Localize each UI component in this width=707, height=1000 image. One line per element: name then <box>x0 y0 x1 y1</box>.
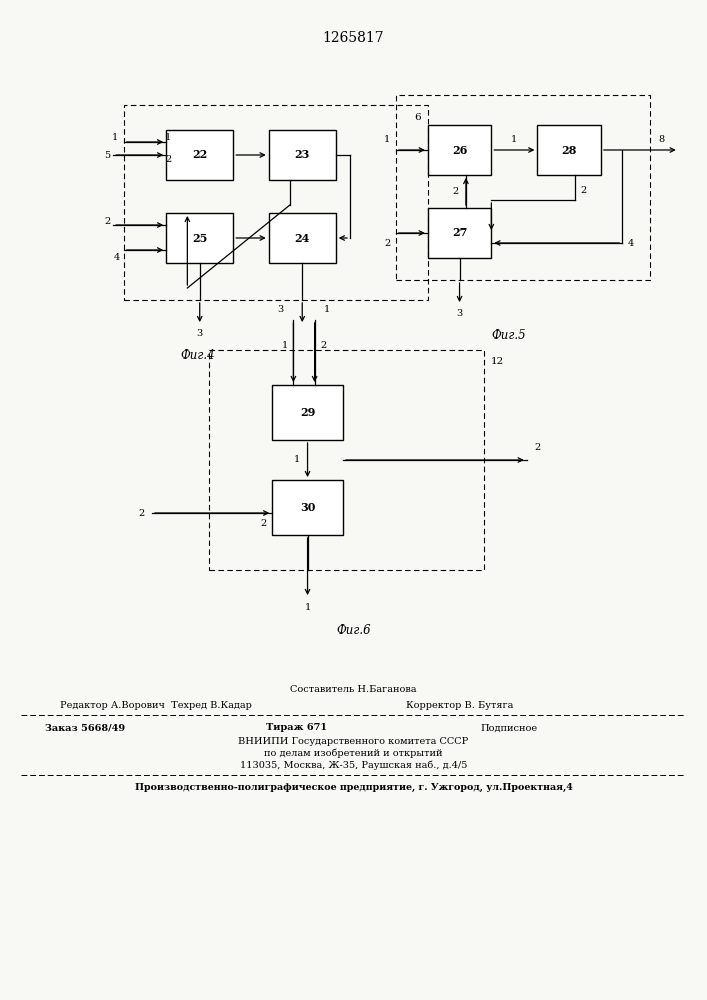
Text: 1: 1 <box>165 133 171 142</box>
Bar <box>272 385 343 440</box>
Text: 8: 8 <box>658 135 664 144</box>
Bar <box>396 95 650 280</box>
Bar <box>537 125 601 175</box>
Text: 5: 5 <box>105 150 110 159</box>
Text: 1: 1 <box>112 133 118 142</box>
Text: 30: 30 <box>300 502 315 513</box>
Text: ВНИИПИ Государственного комитета СССР: ВНИИПИ Государственного комитета СССР <box>238 736 469 746</box>
Text: 23: 23 <box>295 149 310 160</box>
Bar <box>124 105 428 300</box>
Text: Фиг.6: Фиг.6 <box>337 624 370 637</box>
Text: Корректор В. Бутяга: Корректор В. Бутяга <box>406 700 513 710</box>
Text: 27: 27 <box>452 228 467 238</box>
Text: 2: 2 <box>385 238 390 247</box>
Text: Производственно-полиграфическое предприятие, г. Ужгород, ул.Проектная,4: Производственно-полиграфическое предприя… <box>134 782 573 792</box>
Bar <box>166 130 233 180</box>
Text: 113035, Москва, Ж-35, Раушская наб., д.4/5: 113035, Москва, Ж-35, Раушская наб., д.4… <box>240 760 467 770</box>
Text: Тираж 671: Тираж 671 <box>267 724 327 732</box>
Text: Составитель Н.Баганова: Составитель Н.Баганова <box>291 686 416 694</box>
Text: 29: 29 <box>300 407 315 418</box>
Text: 2: 2 <box>581 186 587 195</box>
Text: 26: 26 <box>452 144 467 155</box>
Text: 1: 1 <box>282 340 288 350</box>
Text: 4: 4 <box>115 252 120 261</box>
Text: Фиг.4: Фиг.4 <box>181 349 215 362</box>
Text: 1: 1 <box>511 135 518 144</box>
Text: по делам изобретений и открытий: по делам изобретений и открытий <box>264 748 443 758</box>
Text: 2: 2 <box>261 518 267 527</box>
Text: 24: 24 <box>295 232 310 243</box>
Text: 1: 1 <box>294 456 300 464</box>
Text: 2: 2 <box>452 187 458 196</box>
Bar <box>272 480 343 535</box>
Text: 2: 2 <box>105 217 110 226</box>
Text: 2: 2 <box>139 508 144 518</box>
Text: 6: 6 <box>414 112 421 121</box>
Text: Редактор А.Ворович  Техред В.Кадар: Редактор А.Ворович Техред В.Кадар <box>59 700 252 710</box>
Text: Фиг.5: Фиг.5 <box>492 329 526 342</box>
Text: 1265817: 1265817 <box>322 31 385 45</box>
Text: 3: 3 <box>457 308 462 318</box>
Text: 22: 22 <box>192 149 207 160</box>
Text: 1: 1 <box>305 603 310 612</box>
Bar <box>428 208 491 258</box>
Text: 12: 12 <box>491 358 503 366</box>
Text: 25: 25 <box>192 232 207 243</box>
Text: 4: 4 <box>628 238 633 247</box>
Bar <box>269 130 336 180</box>
Text: 3: 3 <box>197 329 203 338</box>
Text: 2: 2 <box>165 155 171 164</box>
Bar <box>209 350 484 570</box>
Bar <box>269 213 336 263</box>
Text: 1: 1 <box>385 135 390 144</box>
Text: 1: 1 <box>325 305 330 314</box>
Text: 2: 2 <box>534 444 540 452</box>
Bar <box>428 125 491 175</box>
Bar <box>166 213 233 263</box>
Text: 2: 2 <box>320 340 326 350</box>
Text: Подписное: Подписное <box>481 724 537 732</box>
Text: 3: 3 <box>278 305 284 314</box>
Text: 28: 28 <box>561 144 577 155</box>
Text: Заказ 5668/49: Заказ 5668/49 <box>45 724 125 732</box>
